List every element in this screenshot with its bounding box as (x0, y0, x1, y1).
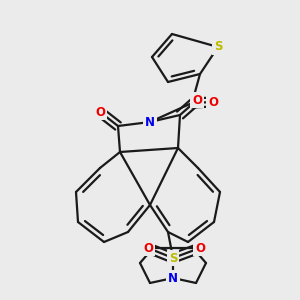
Text: O: O (195, 242, 205, 254)
Text: N: N (168, 272, 178, 284)
Text: O: O (95, 106, 105, 118)
Text: S: S (214, 40, 222, 53)
Text: S: S (169, 251, 177, 265)
Text: O: O (208, 95, 218, 109)
Text: O: O (143, 242, 153, 254)
Text: N: N (145, 116, 155, 128)
Text: O: O (192, 94, 202, 106)
